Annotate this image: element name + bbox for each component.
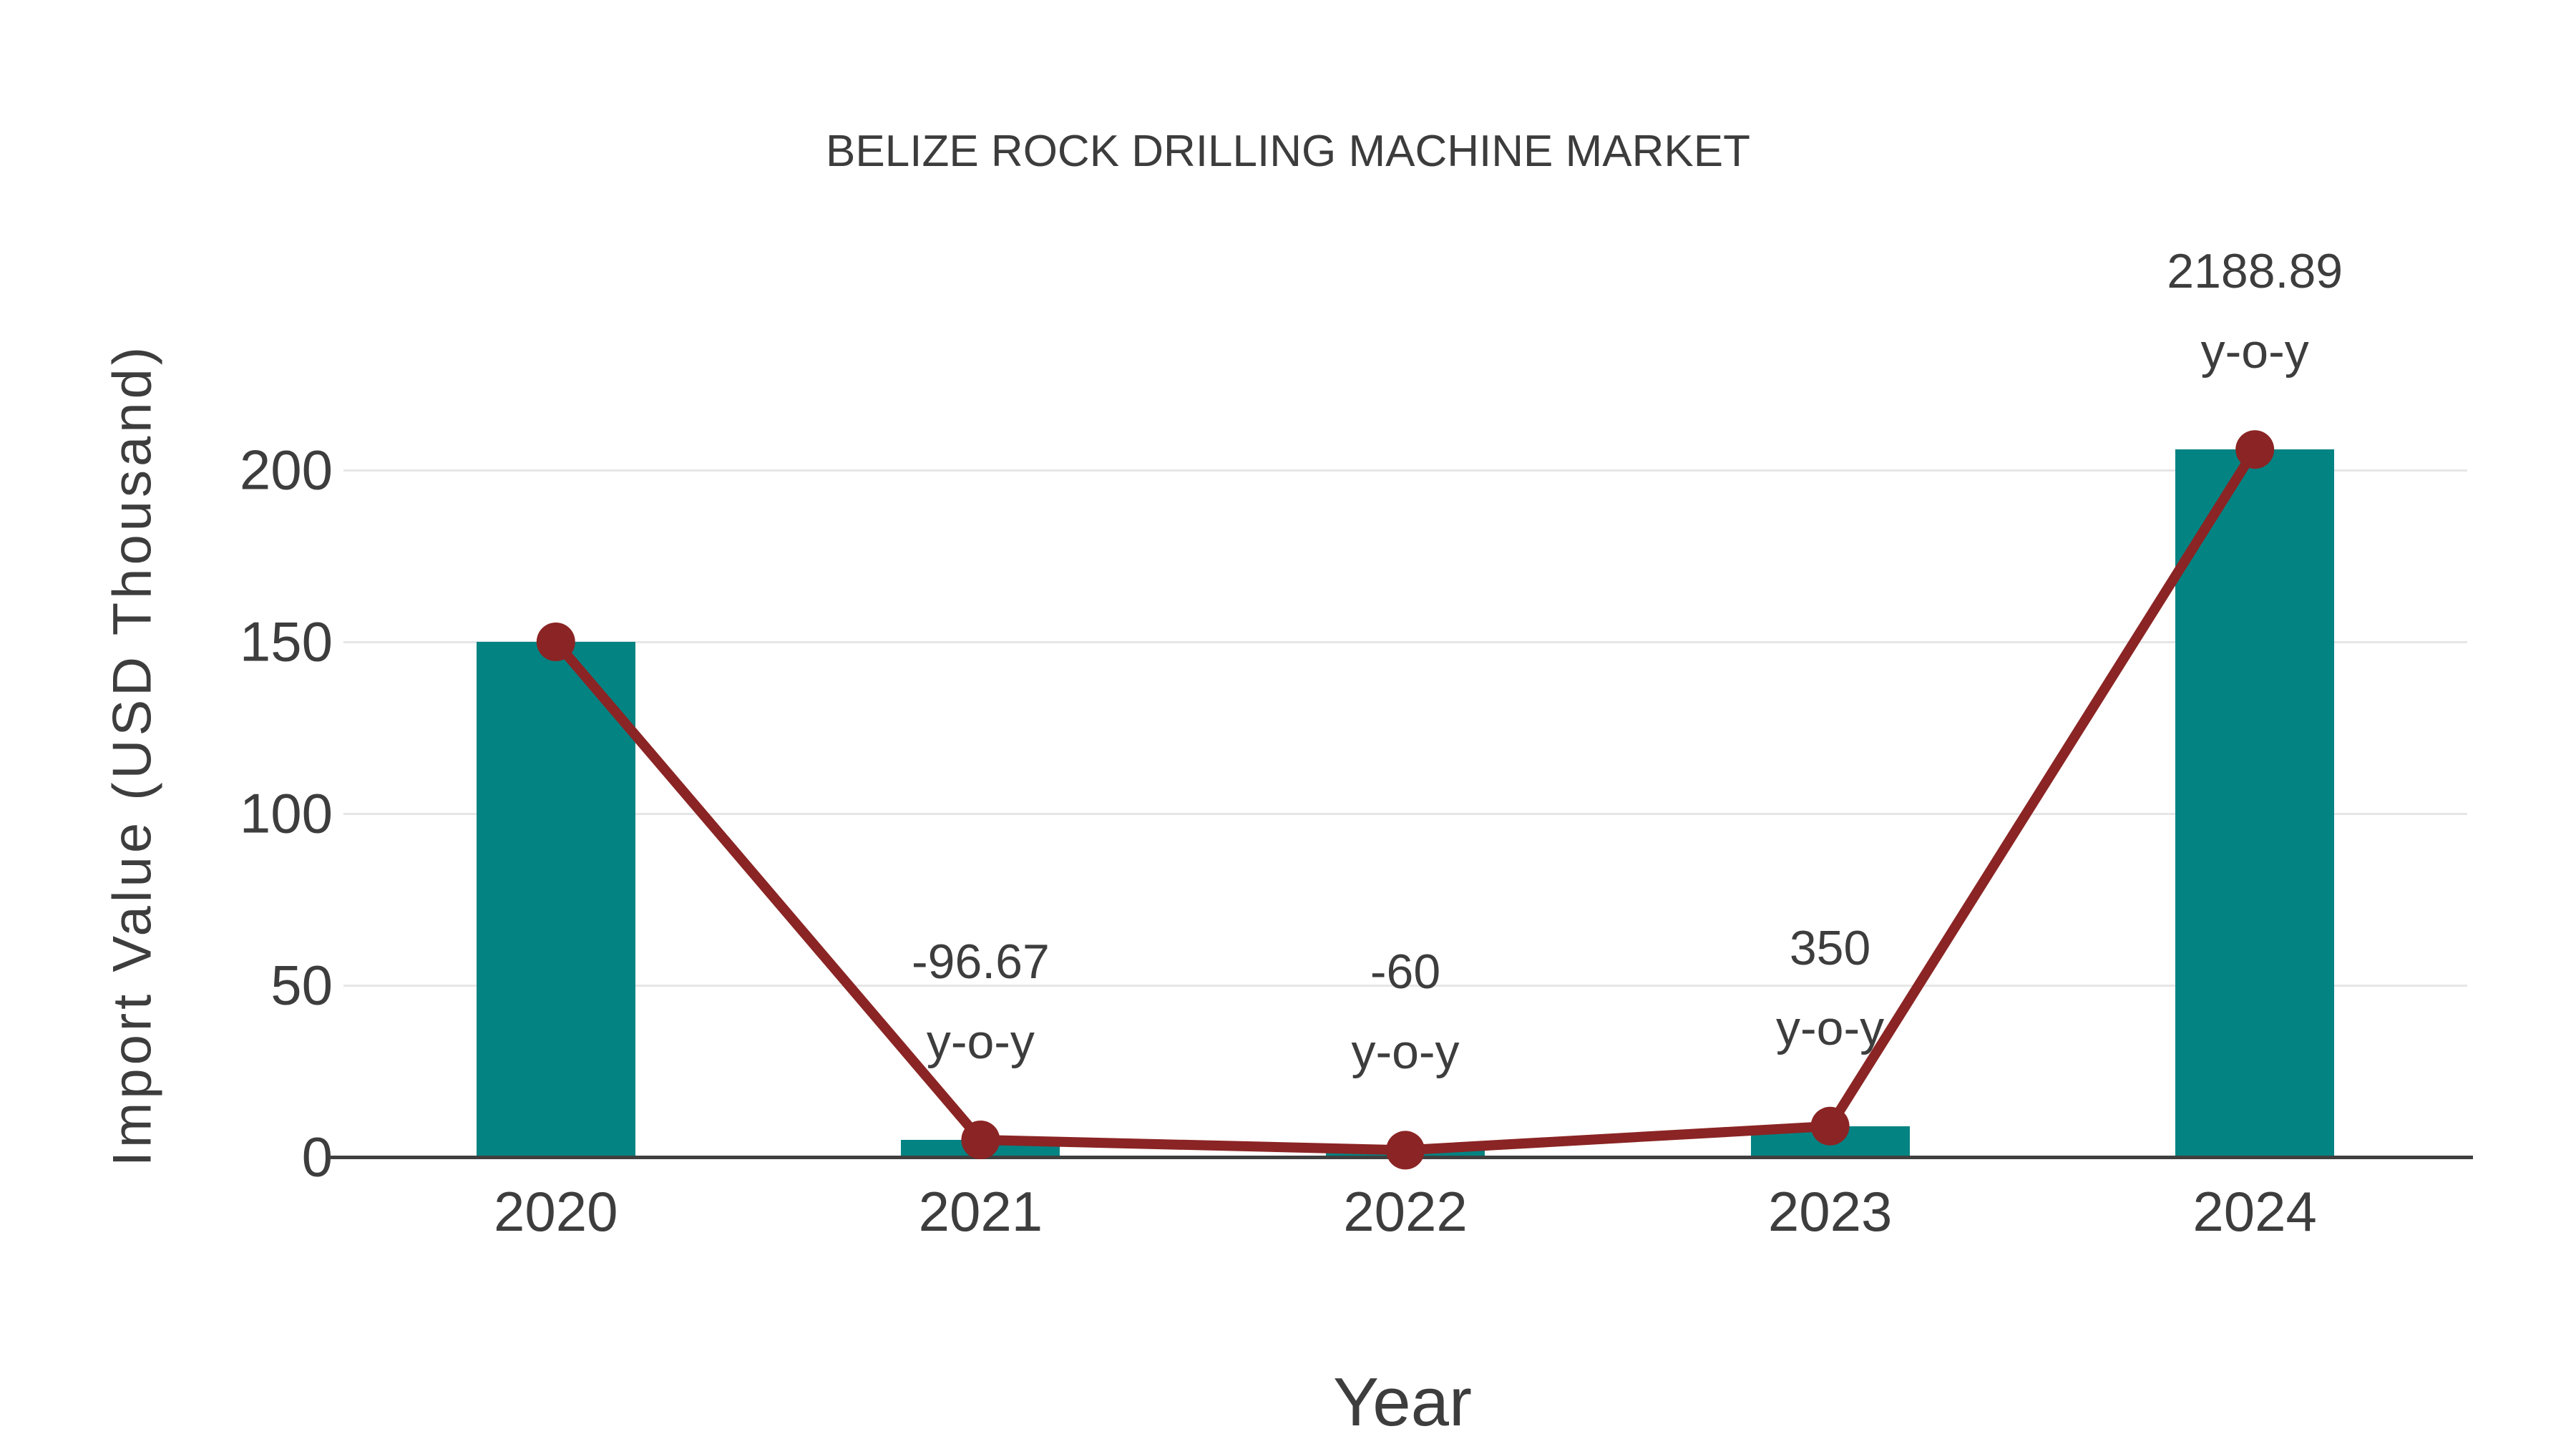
x-axis-tick-label-2023: 2023 bbox=[1767, 1180, 1893, 1243]
x-axis-tick-label-2021: 2021 bbox=[918, 1180, 1043, 1243]
annotation-suffix-2021: y-o-y bbox=[926, 1015, 1035, 1069]
y-axis-tick-label-0: 0 bbox=[301, 1125, 333, 1189]
x-axis-title: Year bbox=[1333, 1364, 1472, 1440]
annotation-suffix-2022: y-o-y bbox=[1351, 1025, 1460, 1080]
gridline-100 bbox=[343, 812, 2467, 815]
y-axis-tick-label-200: 200 bbox=[239, 438, 333, 502]
x-axis-tick-label-2024: 2024 bbox=[2192, 1180, 2317, 1243]
annotation-suffix-2023: y-o-y bbox=[1776, 1000, 1885, 1055]
annotation-value-2021: -96.67 bbox=[911, 935, 1050, 989]
y-axis-tick-label-150: 150 bbox=[239, 610, 333, 673]
annotation-2024: 2188.89 y-o-y bbox=[2167, 231, 2343, 391]
annotation-suffix-2024: y-o-y bbox=[2200, 324, 2309, 379]
bar-2024 bbox=[2175, 449, 2335, 1157]
y-axis-tick-label-100: 100 bbox=[239, 781, 333, 845]
annotation-2023: 350 y-o-y bbox=[1776, 908, 1884, 1068]
annotation-2022: -60 y-o-y bbox=[1351, 932, 1459, 1092]
annotation-value-2024: 2188.89 bbox=[2167, 244, 2343, 299]
gridline-200 bbox=[343, 469, 2467, 472]
chart-title: BELIZE ROCK DRILLING MACHINE MARKET bbox=[826, 127, 1750, 176]
bar-2020 bbox=[476, 642, 635, 1157]
gridline-150 bbox=[343, 640, 2467, 643]
trend-marker-2022 bbox=[1386, 1131, 1425, 1170]
trend-marker-2023 bbox=[1810, 1106, 1850, 1146]
x-axis-tick-label-2022: 2022 bbox=[1343, 1180, 1468, 1243]
trend-marker-2020 bbox=[536, 623, 575, 661]
x-axis-tick-label-2020: 2020 bbox=[494, 1180, 618, 1243]
y-axis-tick-label-50: 50 bbox=[270, 953, 333, 1017]
annotation-value-2023: 350 bbox=[1789, 920, 1871, 975]
gridline-50 bbox=[343, 984, 2467, 987]
annotation-2021: -96.67 y-o-y bbox=[912, 922, 1050, 1082]
trend-marker-2021 bbox=[961, 1121, 1000, 1159]
annotation-value-2022: -60 bbox=[1370, 945, 1441, 1000]
trend-marker-2024 bbox=[2235, 430, 2275, 469]
